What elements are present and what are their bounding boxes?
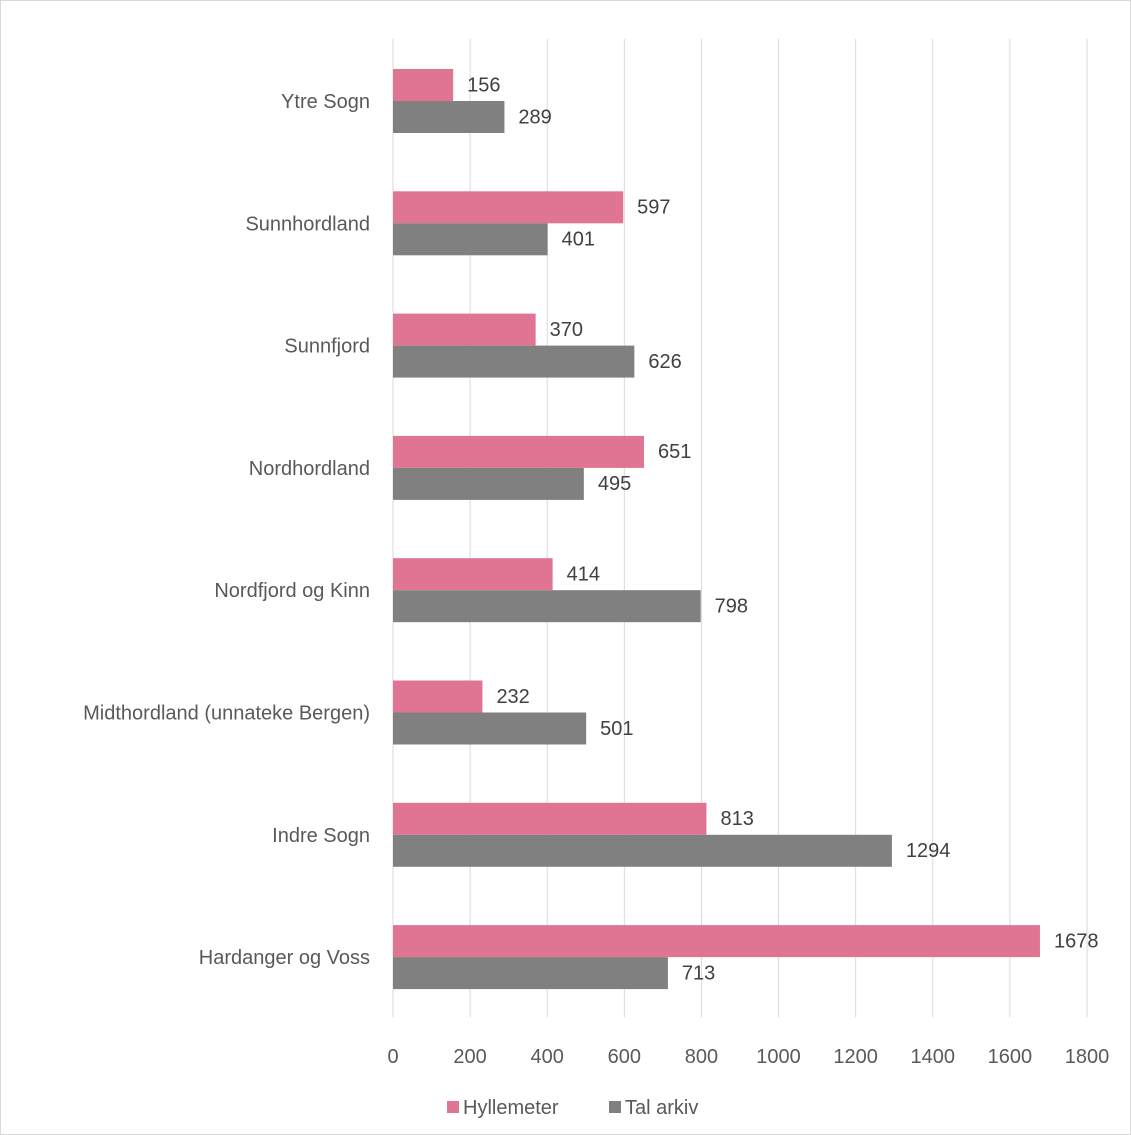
data-label: 651 bbox=[658, 441, 691, 463]
bar-hyllemeter bbox=[393, 313, 536, 346]
data-label: 798 bbox=[715, 595, 748, 617]
category-label: Indre Sogn bbox=[272, 825, 370, 847]
data-label: 713 bbox=[682, 962, 715, 984]
bar-tal-arkiv bbox=[393, 101, 505, 133]
x-tick-label: 1200 bbox=[833, 1046, 878, 1068]
x-tick-label: 1800 bbox=[1065, 1046, 1110, 1068]
bar-tal-arkiv bbox=[393, 957, 668, 990]
category-label: Nordfjord og Kinn bbox=[214, 580, 370, 602]
data-label: 1678 bbox=[1054, 930, 1099, 952]
bar-tal-arkiv bbox=[393, 834, 892, 867]
x-tick-label: 800 bbox=[685, 1046, 718, 1068]
data-label: 414 bbox=[567, 563, 600, 585]
data-label: 401 bbox=[562, 229, 595, 251]
data-label: 232 bbox=[496, 686, 529, 708]
x-tick-label: 400 bbox=[531, 1046, 564, 1068]
bars bbox=[393, 69, 1040, 990]
data-label: 156 bbox=[467, 74, 500, 96]
legend-label: Hyllemeter bbox=[463, 1097, 559, 1119]
legend-swatch bbox=[609, 1101, 621, 1113]
data-label: 813 bbox=[720, 808, 753, 830]
bar-hyllemeter bbox=[393, 191, 624, 224]
x-tick-label: 1600 bbox=[988, 1046, 1033, 1068]
x-tick-label: 0 bbox=[387, 1046, 398, 1068]
category-label: Ytre Sogn bbox=[281, 91, 370, 113]
data-label: 495 bbox=[598, 473, 631, 495]
x-tick-label: 1400 bbox=[911, 1046, 956, 1068]
data-label: 597 bbox=[637, 197, 670, 219]
data-label: 289 bbox=[518, 106, 551, 128]
category-label: Sunnfjord bbox=[284, 336, 370, 358]
category-label: Hardanger og Voss bbox=[199, 947, 370, 969]
data-label: 626 bbox=[648, 351, 681, 373]
bar-hyllemeter bbox=[393, 69, 454, 101]
bar-hyllemeter bbox=[393, 558, 553, 591]
bar-tal-arkiv bbox=[393, 467, 584, 500]
gridlines bbox=[392, 39, 1088, 1018]
bar-hyllemeter bbox=[393, 435, 644, 468]
legend-label: Tal arkiv bbox=[625, 1097, 698, 1119]
bar-tal-arkiv bbox=[393, 590, 701, 623]
bar-tal-arkiv bbox=[393, 223, 548, 256]
legend: Hyllemeter Tal arkiv bbox=[447, 1097, 698, 1119]
x-tick-label: 1000 bbox=[756, 1046, 801, 1068]
bar-hyllemeter bbox=[393, 680, 483, 713]
category-labels: Ytre Sogn Sunnhordland Sunnfjord Nordhordla… bbox=[83, 91, 370, 969]
data-labels: 156 289 597 401 370 626 651 495 414 798 232 501 813 1… bbox=[467, 74, 1098, 984]
legend-swatch bbox=[447, 1101, 459, 1113]
bar-hyllemeter bbox=[393, 802, 707, 835]
x-tick-label: 200 bbox=[453, 1046, 486, 1068]
data-label: 501 bbox=[600, 718, 633, 740]
x-tick-label: 600 bbox=[608, 1046, 641, 1068]
data-label: 370 bbox=[550, 319, 583, 341]
category-label: Sunnhordland bbox=[245, 213, 370, 235]
category-label: Midthordland (unnateke Bergen) bbox=[83, 703, 370, 725]
data-label: 1294 bbox=[906, 840, 951, 862]
category-label: Nordhordland bbox=[249, 458, 370, 480]
bar-hyllemeter bbox=[393, 925, 1040, 958]
bar-tal-arkiv bbox=[393, 345, 635, 378]
x-tick-labels: 0 200 400 600 800 1000 1200 1400 1600 1800 bbox=[387, 1046, 1109, 1068]
bar-tal-arkiv bbox=[393, 712, 587, 745]
